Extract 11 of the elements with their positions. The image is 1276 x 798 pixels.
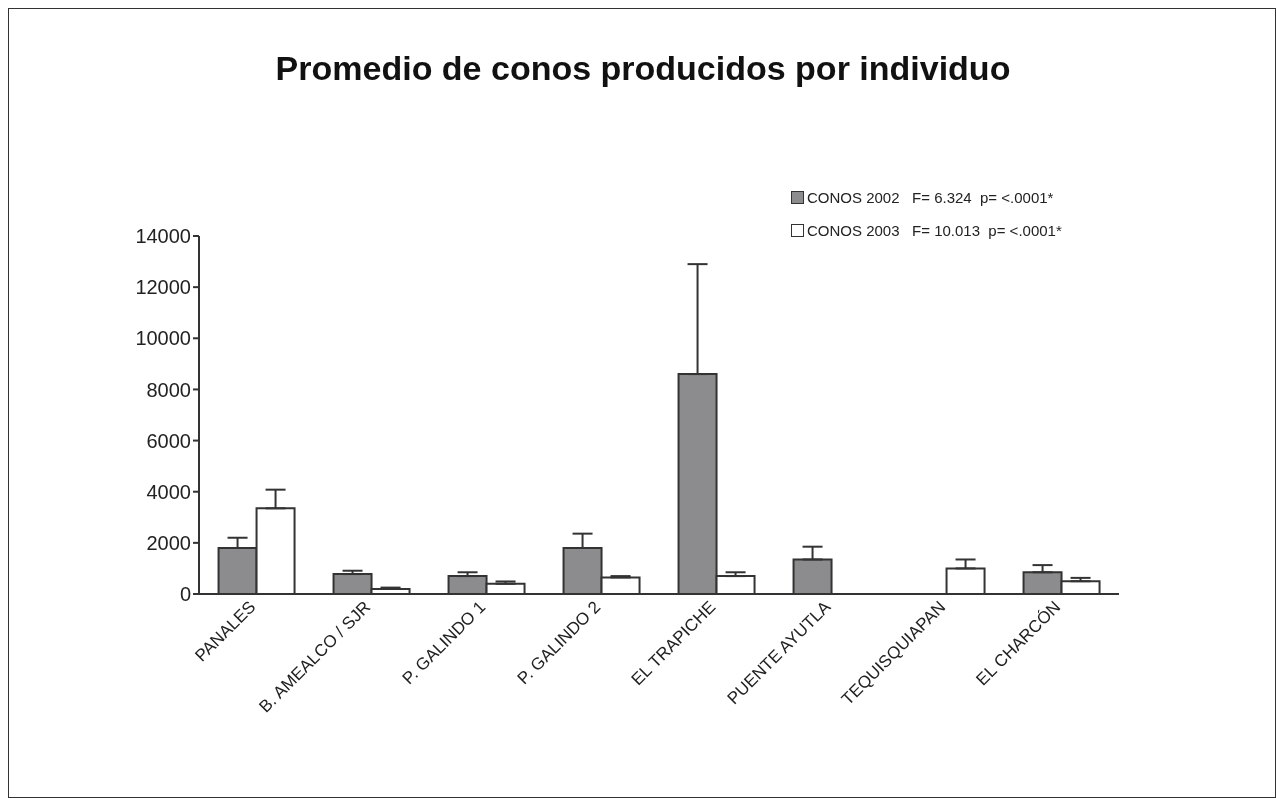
y-tick-label: 0	[179, 583, 191, 606]
y-tick-label: 4000	[146, 480, 191, 503]
y-tick-label: 6000	[146, 429, 191, 452]
chart-title: Promedio de conos producidos por individuo	[274, 49, 1012, 88]
y-tick-label: 14000	[135, 225, 191, 248]
legend-label: CONOS 2002 F= 6.324 p= <.0001*	[807, 189, 1054, 206]
y-tick-label: 8000	[146, 378, 191, 401]
y-tick-label: 10000	[135, 327, 191, 350]
y-tick-label: 12000	[135, 276, 191, 299]
y-tick-label: 2000	[146, 531, 191, 554]
legend-label: CONOS 2003 F= 10.013 p= <.0001*	[807, 222, 1062, 239]
